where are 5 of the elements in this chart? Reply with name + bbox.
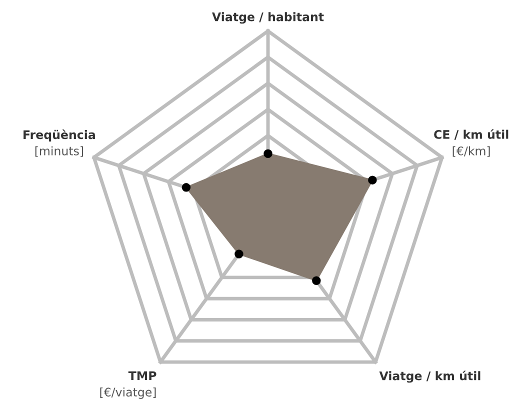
spoke-label: CE / km útil [€/km] (434, 129, 508, 157)
spoke-label: Viatge / habitant (212, 12, 324, 24)
spoke-label: Freqüència [minuts] (24, 130, 95, 157)
spoke-label: Viatge / km útil (379, 370, 480, 383)
spoke-label: TMP [€/viatge] (100, 371, 156, 399)
